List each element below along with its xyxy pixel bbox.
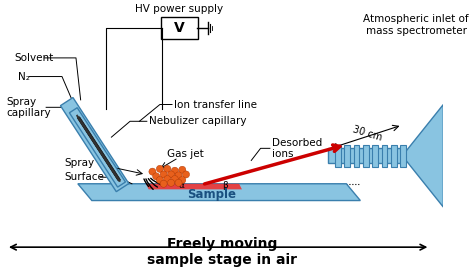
Text: Freely moving
sample stage in air: Freely moving sample stage in air (147, 237, 297, 267)
Text: Nebulizer capillary: Nebulizer capillary (149, 116, 246, 126)
Circle shape (171, 167, 178, 174)
FancyBboxPatch shape (161, 17, 198, 39)
Circle shape (160, 171, 167, 178)
Polygon shape (146, 184, 242, 189)
Circle shape (179, 166, 186, 173)
Polygon shape (391, 145, 397, 167)
Circle shape (179, 176, 186, 183)
Polygon shape (328, 148, 404, 163)
Circle shape (175, 179, 182, 186)
Polygon shape (354, 145, 359, 167)
Text: 30 cm: 30 cm (352, 124, 384, 143)
Text: α: α (178, 181, 184, 190)
Text: HV power supply: HV power supply (136, 4, 224, 14)
Polygon shape (77, 117, 120, 180)
Circle shape (156, 165, 164, 172)
Circle shape (153, 173, 160, 180)
Polygon shape (61, 98, 129, 192)
Circle shape (164, 176, 171, 183)
Circle shape (171, 176, 178, 183)
Text: Gas jet: Gas jet (167, 149, 204, 159)
Circle shape (164, 165, 171, 172)
Text: β: β (222, 181, 228, 190)
Polygon shape (78, 117, 120, 181)
Text: Surface: Surface (65, 172, 105, 182)
Text: Atmospheric inlet of
mass spectrometer: Atmospheric inlet of mass spectrometer (364, 14, 469, 36)
Polygon shape (69, 108, 126, 187)
Circle shape (167, 171, 174, 178)
Polygon shape (363, 145, 369, 167)
Text: Solvent: Solvent (14, 53, 54, 63)
Circle shape (182, 171, 190, 178)
Circle shape (156, 176, 164, 183)
Circle shape (160, 180, 167, 187)
Polygon shape (78, 184, 360, 201)
Polygon shape (345, 145, 350, 167)
Text: V: V (174, 21, 185, 35)
Circle shape (167, 179, 174, 186)
Polygon shape (76, 115, 120, 182)
Text: Spray: Spray (65, 158, 95, 168)
Circle shape (175, 172, 182, 179)
Polygon shape (401, 145, 406, 167)
Text: Desorbed
ions: Desorbed ions (272, 138, 322, 159)
Polygon shape (382, 145, 387, 167)
Polygon shape (373, 145, 378, 167)
Text: Spray
capillary: Spray capillary (6, 96, 51, 118)
Text: Ion transfer line: Ion transfer line (174, 99, 257, 109)
Polygon shape (335, 145, 341, 167)
Circle shape (149, 168, 156, 175)
Text: Sample: Sample (187, 188, 236, 201)
Text: N₂: N₂ (18, 72, 30, 82)
Polygon shape (402, 105, 443, 207)
